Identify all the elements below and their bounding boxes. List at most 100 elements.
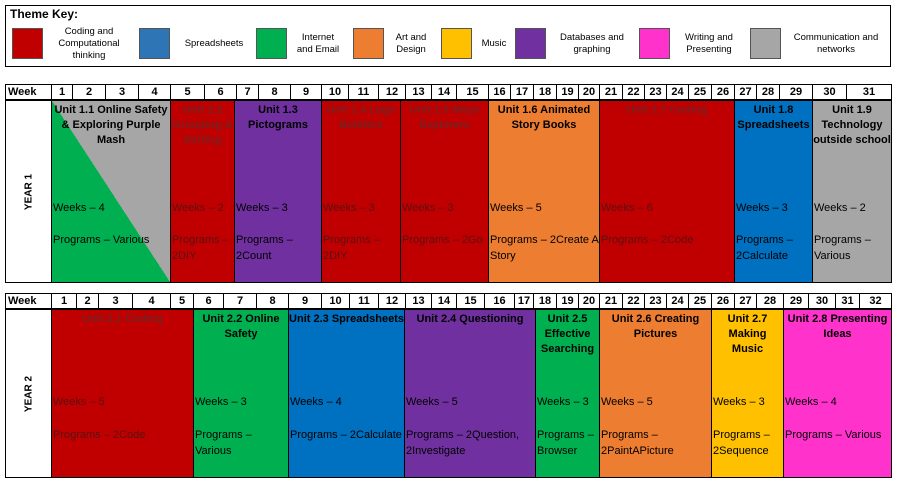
year2-week-number: 12 (378, 293, 406, 309)
unit-weeks: Weeks – 3 (537, 396, 589, 408)
unit-weeks: Weeks – 4 (290, 396, 342, 408)
year1-week-number: 20 (578, 84, 600, 100)
year2-week-number: 24 (666, 293, 689, 309)
unit-title: Unit 1.1 Online Safety & Exploring Purpl… (54, 104, 168, 146)
key-label-communication: Communication and networks (793, 32, 879, 55)
year1-week-number: 9 (290, 84, 322, 100)
key-swatch-spreadsheets (139, 28, 170, 59)
year2-year-label-text: YEAR 2 (23, 375, 34, 412)
year1-week-number: 16 (488, 84, 511, 100)
unit-title: Unit 1.3 Pictograms (248, 104, 308, 131)
unit-block: Unit 2.2 Online Safety Weeks – 3 Programs … (193, 309, 289, 478)
key-swatch-art (353, 28, 384, 59)
theme-key: Theme Key: Coding and Computational thin… (5, 5, 891, 67)
key-label-music: Music (481, 38, 507, 49)
unit-block: Unit 1.8 Spreadsheets Weeks – 3 Programs –… (734, 100, 813, 283)
year2-week-number: 16 (484, 293, 515, 309)
year1-week-number: 3 (105, 84, 139, 100)
unit-title: Unit 2.6 Creating Pictures (611, 313, 700, 340)
unit-programs: Programs – Various (53, 234, 150, 246)
year1-week-number: 26 (711, 84, 735, 100)
year2-week-number: 28 (756, 293, 784, 309)
unit-programs: Programs – 2Calculate (736, 234, 793, 262)
year2-week-number: 15 (456, 293, 485, 309)
year2-week-number: 1 (51, 293, 77, 309)
unit-programs: Programs – 2Code (601, 234, 694, 246)
unit-title: Unit 2.8 Presenting Ideas (787, 313, 888, 340)
year1-week-number: 7 (236, 84, 259, 100)
year1-week-number: 12 (378, 84, 406, 100)
unit-block: Unit 2.4 Questioning Weeks – 5 Programs – … (404, 309, 536, 478)
unit-block: Unit 2.1 Coding Weeks – 5 Programs – 2Code (51, 309, 194, 478)
year1-week-number: 1 (51, 84, 73, 100)
year1-week-number: 25 (688, 84, 712, 100)
year1-week-number: 19 (556, 84, 579, 100)
year2-week-number: 26 (711, 293, 735, 309)
unit-programs: Programs – 2Create A Story (490, 234, 599, 262)
unit-programs: Programs – Various (195, 429, 252, 457)
unit-title: Unit 1.7 Coding (626, 104, 708, 116)
unit-block: Unit 2.3 Spreadsheets Weeks – 4 Programs –… (288, 309, 405, 478)
unit-programs: Programs – 2Count (236, 234, 293, 262)
unit-weeks: Weeks – 2 (172, 202, 224, 214)
year2-week-number: 19 (556, 293, 579, 309)
year1-week-number: 30 (812, 84, 847, 100)
unit-programs: Programs – 2PaintAPicture (601, 429, 674, 457)
key-swatch-writing (639, 28, 670, 59)
key-label-databases: Databases and graphing (560, 32, 624, 55)
year1-year-label-text: YEAR 1 (23, 173, 34, 210)
unit-weeks: Weeks – 3 (736, 202, 788, 214)
unit-weeks: Weeks – 5 (406, 396, 458, 408)
year1-week-number: 14 (431, 84, 457, 100)
unit-title: Unit 2.2 Online Safety (202, 313, 280, 340)
year2-week-number: 20 (578, 293, 600, 309)
key-label-writing: Writing and Presenting (685, 32, 733, 55)
year1-week-number: 31 (846, 84, 892, 100)
unit-programs: Programs – 2Sequence (713, 429, 770, 457)
year2-week-number: 30 (808, 293, 836, 309)
year2-week-number: 5 (170, 293, 194, 309)
year1-week-number: 4 (138, 84, 171, 100)
unit-title: Unit 2.3 Spreadsheets (289, 313, 404, 325)
unit-programs: Programs – 2DIY (323, 234, 380, 262)
unit-weeks: Weeks – 3 (713, 396, 765, 408)
unit-block: Unit 2.5 Effective Searching Weeks – 3 Pro… (535, 309, 600, 478)
unit-title: Unit 2.4 Questioning (416, 313, 524, 325)
unit-programs: Programs – Various (785, 429, 882, 441)
key-label-internet: Internet and Email (296, 32, 340, 55)
year2-week-number: 31 (835, 293, 860, 309)
year2-week-number: 4 (132, 293, 171, 309)
key-label-coding: Coding and Computational thinking (58, 26, 120, 61)
unit-weeks: Weeks – 4 (785, 396, 837, 408)
unit-weeks: Weeks – 5 (601, 396, 653, 408)
unit-weeks: Weeks – 5 (490, 202, 542, 214)
unit-programs: Programs – 2Question, 2Investigate (406, 429, 520, 457)
year1-week-number: 2 (72, 84, 106, 100)
year2-week-number: 8 (256, 293, 289, 309)
year2-week-number: 9 (288, 293, 322, 309)
unit-title: Unit 2.1 Coding (82, 313, 163, 325)
unit-block: Unit 1.1 Online Safety & Exploring Purpl… (51, 100, 171, 283)
unit-block: Unit 2.6 Creating Pictures Weeks – 5 Progr… (599, 309, 712, 478)
year1-week-number: 5 (170, 84, 205, 100)
unit-weeks: Weeks – 3 (323, 202, 375, 214)
year2-week-number: 27 (734, 293, 757, 309)
year2-year-label: YEAR 2 (5, 309, 52, 478)
year1-week-number: 29 (779, 84, 813, 100)
unit-block: Unit 1.6 Animated Story Books Weeks – 5 Pr… (488, 100, 600, 283)
year1-week-number: 10 (321, 84, 349, 100)
unit-title: Unit 2.7 Making Music (727, 313, 768, 355)
unit-block: Unit 2.8 Presenting Ideas Weeks – 4 Progra… (783, 309, 892, 478)
year2-week-number: 10 (321, 293, 350, 309)
key-swatch-communication (750, 28, 781, 59)
year2-week-number: 6 (193, 293, 224, 309)
year2-week-number: 29 (783, 293, 809, 309)
unit-weeks: Weeks – 2 (814, 202, 866, 214)
year2-week-number: 22 (622, 293, 645, 309)
unit-programs: Programs – Various (814, 234, 871, 262)
unit-block: Unit 1.3 Pictograms Weeks – 3 Programs – 2… (234, 100, 322, 283)
theme-key-title: Theme Key: (10, 7, 79, 21)
year1-week-number: 27 (734, 84, 757, 100)
unit-programs: Programs – 2DIY (172, 234, 229, 262)
year1-week-number: 15 (456, 84, 489, 100)
